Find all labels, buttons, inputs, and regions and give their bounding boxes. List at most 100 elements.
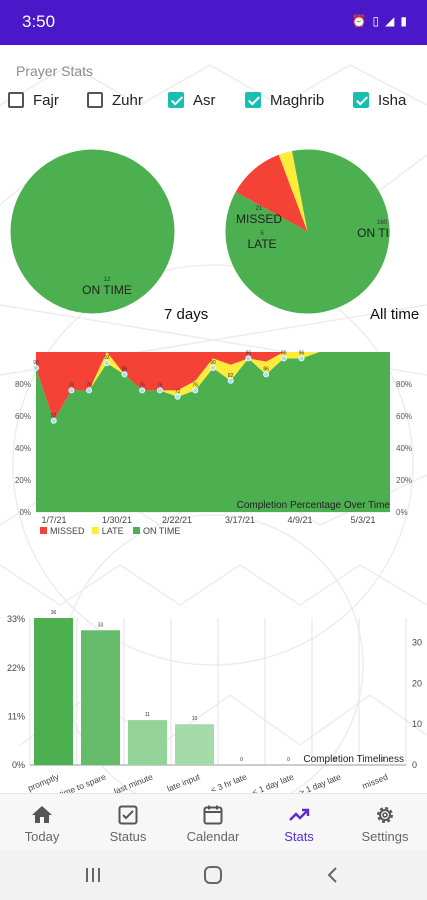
- y-tick-left: 20%: [15, 476, 31, 485]
- y-tick-left: 33%: [7, 614, 25, 624]
- category-label: late input: [166, 771, 202, 793]
- x-tick-label: 5/3/21: [350, 515, 375, 525]
- data-point: [68, 387, 75, 394]
- data-label: 90: [210, 360, 216, 366]
- page-title: Prayer Stats: [16, 63, 94, 79]
- data-point: [209, 364, 216, 371]
- legend-label: MISSED: [50, 526, 85, 536]
- data-point: [192, 387, 199, 394]
- nav-status[interactable]: Status: [88, 794, 168, 851]
- home-button-icon[interactable]: [200, 862, 226, 888]
- y-tick-left: 60%: [15, 412, 31, 421]
- y-tick-left: 0%: [19, 508, 31, 517]
- data-point: [50, 417, 57, 424]
- data-label: 96: [246, 350, 252, 356]
- bar: [34, 618, 73, 765]
- pie-slice-on-time: [10, 149, 175, 314]
- bar-value-label: 10: [192, 716, 198, 722]
- y-tick-left: 40%: [15, 444, 31, 453]
- y-tick-right: 10: [412, 719, 422, 729]
- nav-settings[interactable]: Settings: [345, 794, 425, 851]
- data-point: [174, 393, 181, 400]
- nav-calendar[interactable]: Calendar: [173, 794, 253, 851]
- filter-maghrib[interactable]: Maghrib: [245, 89, 324, 111]
- data-point: [103, 360, 110, 367]
- chart-title: Completion Percentage Over Time: [237, 500, 391, 511]
- data-label: 57: [51, 413, 57, 419]
- home-icon: [32, 806, 52, 823]
- checkbox-icon[interactable]: [245, 92, 261, 108]
- data-label: 76: [69, 382, 75, 388]
- checkbox-icon[interactable]: [353, 92, 369, 108]
- sim-icon: ▯: [372, 14, 380, 28]
- data-label: 96: [281, 350, 287, 356]
- bar: [175, 724, 214, 765]
- data-point: [280, 355, 287, 362]
- x-tick-label: 1/7/21: [41, 515, 66, 525]
- y-tick-left: 0%: [12, 760, 25, 770]
- y-tick-right: 40%: [396, 444, 412, 453]
- filter-asr[interactable]: Asr: [168, 89, 216, 111]
- legend-swatch: [40, 527, 47, 534]
- x-tick-label: 4/9/21: [287, 515, 312, 525]
- pie-slice-on-time: [225, 149, 390, 314]
- data-label: 76: [139, 382, 145, 388]
- checkbox-icon[interactable]: [168, 92, 184, 108]
- stats-screen[interactable]: Prayer Stats Fajr Zuhr Asr Maghrib Isha …: [0, 45, 427, 793]
- category-label: < 1 day late: [251, 771, 296, 793]
- chart-title: Completion Timeliness: [303, 754, 404, 765]
- data-label: 93: [104, 355, 110, 361]
- legend-swatch: [91, 527, 99, 534]
- pie-slice-label: ON TIME: [357, 226, 390, 240]
- bar-value-label: 0: [334, 757, 337, 763]
- data-label: 86: [263, 366, 269, 372]
- bar-value-label: 33: [98, 622, 104, 628]
- data-point: [86, 387, 93, 394]
- back-icon[interactable]: [320, 862, 346, 888]
- gear-icon: [377, 807, 393, 823]
- pie-slice-missed: [235, 154, 308, 232]
- category-label: time to spare: [58, 771, 108, 793]
- signal-icon: ◢: [385, 14, 395, 28]
- y-tick-right: 20: [412, 678, 422, 688]
- data-label: 72: [175, 389, 181, 395]
- pie-slice-label: LATE: [247, 237, 276, 251]
- y-tick-left: 80%: [15, 380, 31, 389]
- checkbox-icon[interactable]: [87, 92, 103, 108]
- nav-stats[interactable]: Stats: [259, 794, 339, 851]
- filter-fajr[interactable]: Fajr: [8, 89, 59, 111]
- bar: [81, 630, 120, 765]
- data-label: 86: [122, 366, 128, 372]
- y-tick-right: 0: [412, 760, 417, 770]
- bar-value-label: 36: [51, 610, 57, 616]
- completion-area-chart: 0% 0% 20% 20% 40% 40% 60% 60% 80% 80% 90 57 76 76 93 86…: [15, 350, 412, 536]
- data-label: 76: [193, 382, 199, 388]
- bar-value-label: 0: [381, 757, 384, 763]
- data-label: 90: [33, 360, 39, 366]
- checkbox-icon: [118, 805, 138, 825]
- pie-slice-label: MISSED: [236, 212, 282, 226]
- pie-caption-all-time: All time: [370, 306, 420, 323]
- y-tick-right: 30: [412, 638, 422, 648]
- data-label: 76: [86, 382, 92, 388]
- area-missed: [36, 352, 390, 421]
- filter-isha[interactable]: Isha: [353, 89, 406, 111]
- status-icons: ⏰ ▯ ◢ ▮: [352, 14, 407, 28]
- data-point: [298, 355, 305, 362]
- nav-today[interactable]: Today: [2, 794, 82, 851]
- pie-caption-7-days: 7 days: [164, 306, 209, 323]
- data-label: 76: [157, 382, 163, 388]
- recents-icon[interactable]: [80, 862, 106, 888]
- y-tick-left: 22%: [7, 663, 25, 673]
- bar-value-label: 0: [287, 757, 290, 763]
- legend-swatch: [133, 527, 140, 534]
- bar-value-label: 11: [145, 712, 150, 718]
- y-tick-right: 80%: [396, 380, 412, 389]
- bar-value-label: 0: [240, 757, 243, 763]
- checkbox-icon[interactable]: [8, 92, 24, 108]
- calendar-icon: [203, 805, 223, 825]
- data-label: 82: [228, 373, 234, 379]
- status-bar: 3:50 ⏰ ▯ ◢ ▮: [0, 0, 427, 45]
- filter-zuhr[interactable]: Zuhr: [87, 89, 143, 111]
